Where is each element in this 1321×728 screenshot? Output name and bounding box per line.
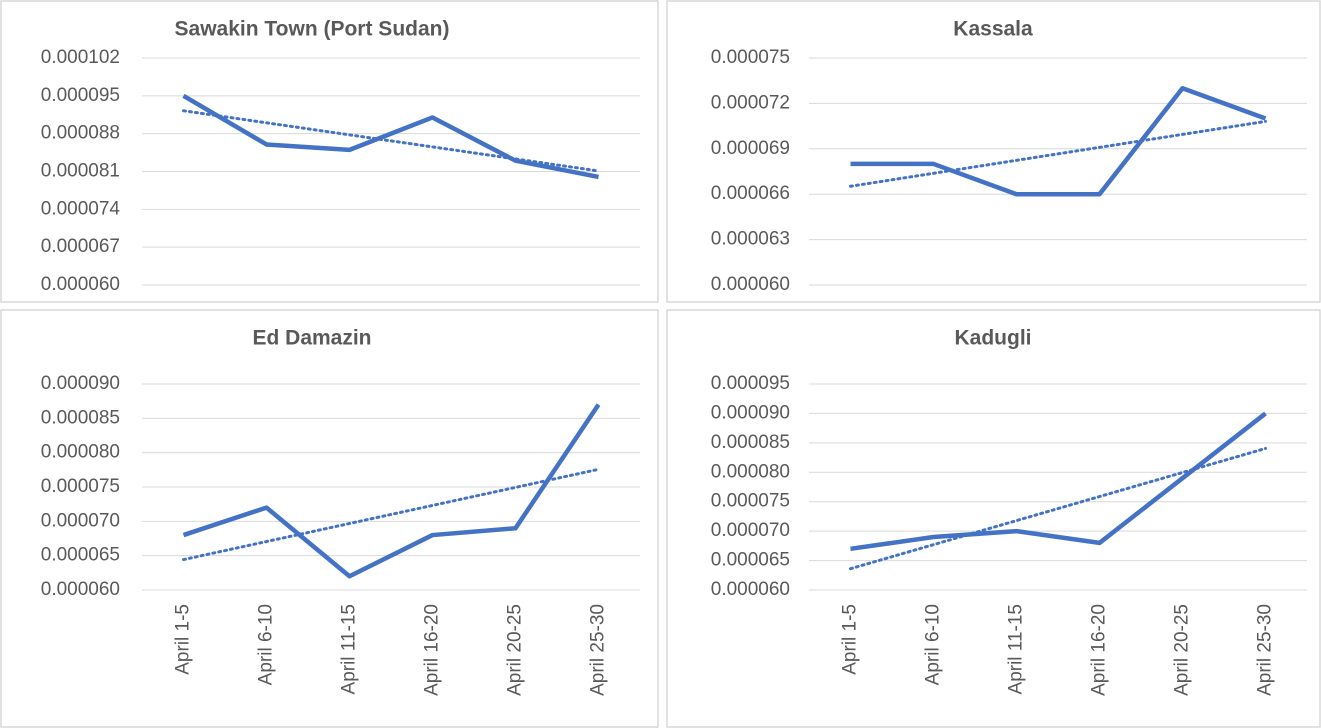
x-tick-label: April 1-5 xyxy=(840,604,861,675)
x-tick-label: April 25-30 xyxy=(588,604,609,696)
trendline xyxy=(182,109,600,173)
line-series xyxy=(850,411,1267,552)
y-tick-label: 0.000085 xyxy=(41,407,120,428)
line-series xyxy=(850,86,1267,197)
y-tick-label: 0.000066 xyxy=(711,183,790,204)
y-tick-label: 0.000095 xyxy=(711,373,790,394)
x-tick-label: April 6-10 xyxy=(256,604,277,685)
chart-title: Kassala xyxy=(953,18,1033,41)
x-tick-label: April 16-20 xyxy=(1089,604,1110,696)
y-tick-label: 0.000063 xyxy=(711,229,790,250)
y-tick-label: 0.000081 xyxy=(41,161,120,182)
line-series xyxy=(182,93,599,180)
y-tick-label: 0.000088 xyxy=(41,123,120,144)
line-series xyxy=(182,403,601,579)
y-tick-label: 0.000075 xyxy=(711,491,790,512)
panel xyxy=(666,0,1321,303)
panel xyxy=(666,309,1321,728)
y-tick-label: 0.000090 xyxy=(41,373,120,394)
y-tick-label: 0.000085 xyxy=(711,432,790,453)
y-tick-label: 0.000072 xyxy=(711,92,790,113)
y-tick-label: 0.000060 xyxy=(711,579,790,600)
chart-title: Sawakin Town (Port Sudan) xyxy=(175,18,450,41)
y-tick-label: 0.000070 xyxy=(711,520,790,541)
y-tick-label: 0.000095 xyxy=(41,85,120,106)
y-tick-label: 0.000065 xyxy=(711,550,790,571)
y-tick-label: 0.000060 xyxy=(711,274,790,295)
y-tick-label: 0.000080 xyxy=(711,461,790,482)
trendline xyxy=(849,119,1267,188)
x-tick-label: April 6-10 xyxy=(923,604,944,685)
y-tick-label: 0.000065 xyxy=(41,545,120,566)
y-tick-label: 0.000090 xyxy=(711,402,790,423)
y-tick-label: 0.000075 xyxy=(711,47,790,68)
y-tick-label: 0.000060 xyxy=(41,274,120,295)
x-tick-label: April 1-5 xyxy=(173,604,194,675)
x-tick-label: April 20-25 xyxy=(1172,604,1193,696)
panel xyxy=(0,0,659,303)
y-tick-label: 0.000069 xyxy=(711,138,790,159)
chart-title: Kadugli xyxy=(955,327,1032,350)
y-tick-label: 0.000074 xyxy=(41,198,121,219)
x-tick-label: April 11-15 xyxy=(339,604,360,694)
y-tick-label: 0.000060 xyxy=(41,579,120,600)
x-tick-label: April 20-25 xyxy=(505,604,526,696)
x-tick-label: April 16-20 xyxy=(422,604,443,696)
y-tick-label: 0.000070 xyxy=(41,510,120,531)
x-tick-label: April 25-30 xyxy=(1255,604,1276,696)
x-tick-label: April 11-15 xyxy=(1006,604,1027,694)
y-tick-label: 0.000080 xyxy=(41,442,120,463)
trendline xyxy=(182,467,600,562)
y-tick-label: 0.000102 xyxy=(41,47,120,68)
y-tick-label: 0.000075 xyxy=(41,476,120,497)
y-tick-label: 0.000067 xyxy=(41,236,120,257)
chart-title: Ed Damazin xyxy=(252,327,371,350)
panel xyxy=(0,309,659,728)
